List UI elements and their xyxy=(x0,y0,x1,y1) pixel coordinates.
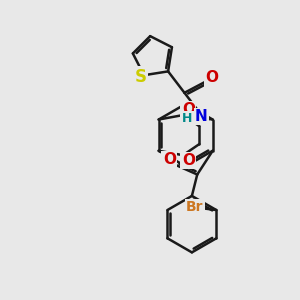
Text: O: O xyxy=(205,70,218,86)
Text: O: O xyxy=(182,153,195,168)
Text: N: N xyxy=(195,109,208,124)
Text: H: H xyxy=(182,112,193,125)
Text: Br: Br xyxy=(186,200,204,214)
Text: O: O xyxy=(163,152,176,167)
Text: S: S xyxy=(134,68,146,86)
Text: O: O xyxy=(182,102,195,117)
